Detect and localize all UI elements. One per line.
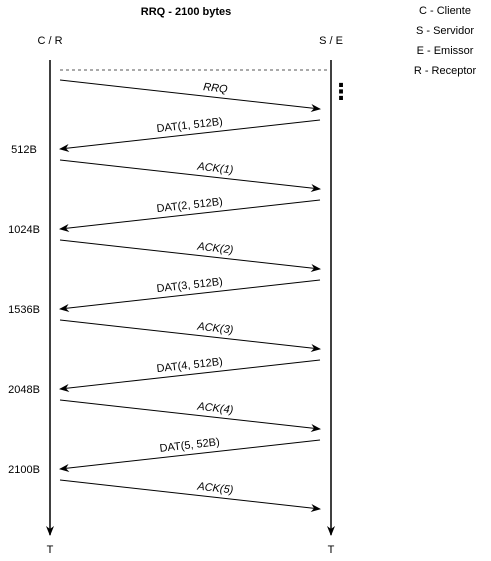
- diagram-title: RRQ - 2100 bytes: [141, 6, 231, 18]
- time-label-client: T: [47, 544, 54, 556]
- continuation-dots: ⋮: [330, 79, 352, 104]
- message-arrow-to-server: [59, 319, 321, 352]
- message-label: ACK(2): [196, 240, 234, 256]
- received-bytes-label: 1536B: [8, 304, 40, 316]
- legend-item: R - Receptor: [414, 65, 477, 77]
- message-label: ACK(5): [196, 480, 234, 496]
- time-label-server: T: [328, 544, 335, 556]
- server-label: S / E: [319, 35, 343, 47]
- message-arrow-to-client: [59, 279, 321, 312]
- message-label: RRQ: [203, 81, 229, 96]
- message-arrow-to-client: [59, 359, 321, 392]
- legend-item: C - Cliente: [419, 5, 471, 17]
- message-arrow-to-server: [59, 79, 321, 112]
- message-arrow-to-server: [59, 399, 321, 432]
- received-bytes-label: 2100B: [8, 464, 40, 476]
- received-bytes-label: 1024B: [8, 224, 40, 236]
- received-bytes-label: 2048B: [8, 384, 40, 396]
- legend-item: E - Emissor: [417, 45, 474, 57]
- message-label: ACK(4): [196, 400, 234, 416]
- message-arrow-to-server: [59, 239, 321, 272]
- legend-item: S - Servidor: [416, 25, 474, 37]
- message-label: ACK(1): [196, 160, 234, 176]
- client-label: C / R: [37, 35, 62, 47]
- message-arrow-to-client: [59, 119, 321, 152]
- message-label: ACK(3): [196, 320, 234, 336]
- message-arrow-to-server: [59, 159, 321, 192]
- message-arrow-to-client: [59, 199, 321, 232]
- received-bytes-label: 512B: [11, 144, 37, 156]
- message-arrow-to-client: [59, 439, 321, 472]
- message-arrow-to-server: [59, 479, 321, 512]
- legend: C - Cliente S - Servidor E - Emissor R - Re…: [414, 5, 477, 77]
